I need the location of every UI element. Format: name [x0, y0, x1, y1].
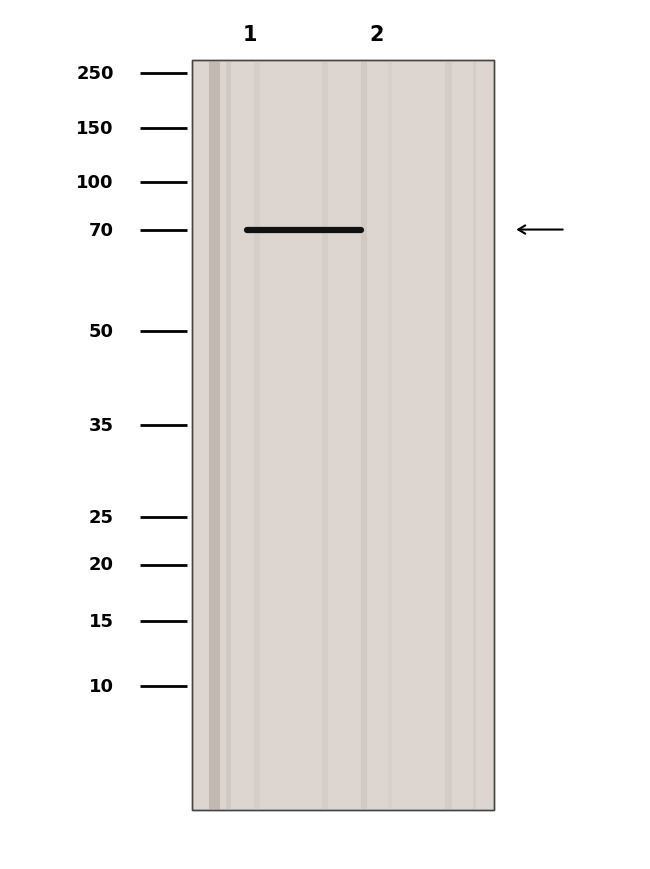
Bar: [226, 61, 231, 810]
Text: 70: 70: [89, 222, 114, 239]
Bar: [445, 61, 452, 810]
Text: 50: 50: [89, 323, 114, 341]
Bar: [254, 61, 260, 810]
Bar: [192, 61, 494, 810]
Text: 100: 100: [76, 174, 114, 191]
Text: 35: 35: [89, 417, 114, 434]
Bar: [209, 61, 220, 810]
Text: 250: 250: [76, 65, 114, 83]
Bar: [388, 61, 392, 810]
Text: 20: 20: [89, 556, 114, 574]
Text: 15: 15: [89, 613, 114, 630]
Bar: [322, 61, 328, 810]
Bar: [361, 61, 367, 810]
Text: 1: 1: [243, 25, 257, 44]
Text: 10: 10: [89, 678, 114, 695]
Text: 25: 25: [89, 508, 114, 526]
Bar: [192, 61, 494, 810]
Text: 2: 2: [370, 25, 384, 44]
Bar: [473, 61, 476, 810]
Text: 150: 150: [76, 120, 114, 137]
